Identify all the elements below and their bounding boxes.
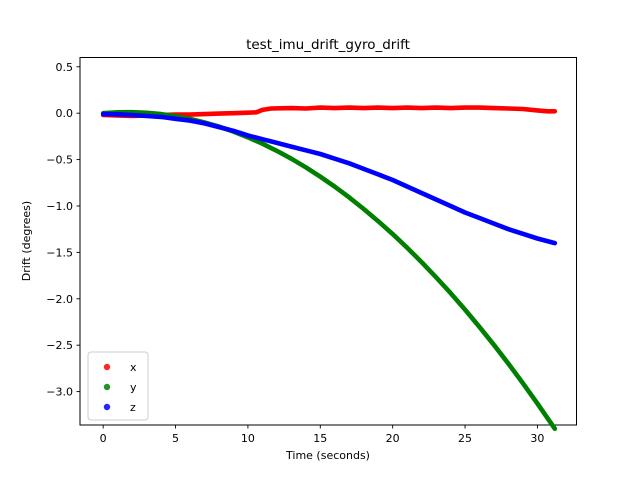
legend-label-y: y — [130, 381, 137, 394]
legend-label-x: x — [130, 361, 137, 374]
x-tick-label: 0 — [100, 432, 107, 445]
x-tick-label: 30 — [530, 432, 544, 445]
x-axis-label: Time (seconds) — [285, 449, 370, 462]
axis-ticks: 0 5 10 15 20 25 30 0.5 0.0 −0.5 −1.0 −1.5 −2.0 −2.5 −3… — [46, 61, 544, 445]
series-y-line — [100, 109, 558, 432]
plot-series — [100, 105, 558, 432]
legend-frame — [87, 351, 149, 421]
legend: xyz — [87, 351, 149, 421]
legend-marker-y — [103, 383, 111, 391]
y-axis-label: Drift (degrees) — [20, 201, 33, 281]
legend-marker-x — [103, 363, 111, 371]
series-x-line — [100, 105, 558, 119]
x-tick-label: 10 — [241, 432, 255, 445]
chart-title: test_imu_drift_gyro_drift — [246, 37, 410, 53]
y-tick-label: 0.5 — [56, 61, 74, 74]
x-tick-label: 15 — [313, 432, 327, 445]
legend-label-z: z — [130, 401, 136, 414]
y-tick-label: −3.0 — [46, 386, 73, 399]
y-tick-label: 0.0 — [56, 107, 74, 120]
y-tick-label: −1.5 — [46, 246, 73, 259]
y-tick-label: −2.5 — [46, 339, 73, 352]
legend-marker-z — [103, 403, 111, 411]
y-tick-label: −2.0 — [46, 293, 73, 306]
x-tick-label: 20 — [386, 432, 400, 445]
x-tick-label: 5 — [172, 432, 179, 445]
y-tick-label: −0.5 — [46, 154, 73, 167]
series-z-line — [100, 111, 558, 246]
y-tick-label: −1.0 — [46, 200, 73, 213]
x-tick-label: 25 — [458, 432, 472, 445]
